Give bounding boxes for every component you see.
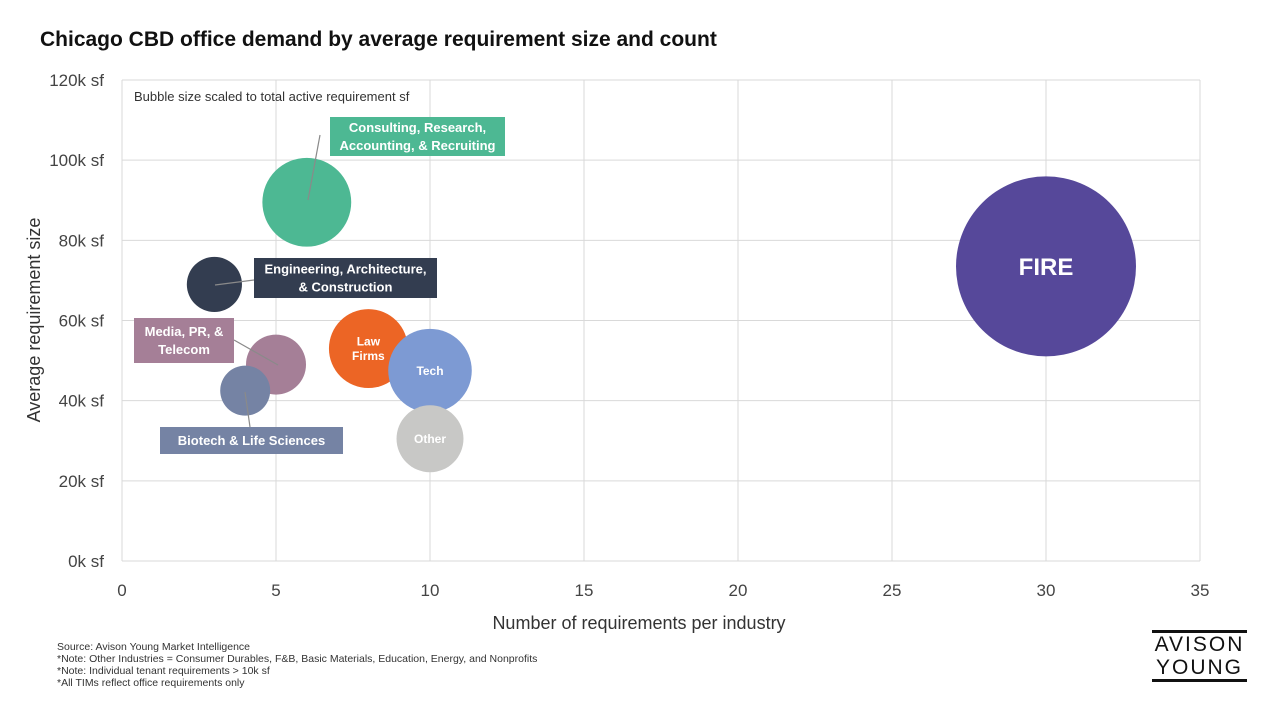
x-axis-label: Number of requirements per industry [492,613,785,633]
bubble-fire [956,176,1136,357]
bubble-law-firms [328,309,408,389]
callout-label: Media, PR, & [145,324,224,339]
bubble-label: FIRE [1019,254,1074,281]
callout-box [160,427,343,454]
footer-note-tims: *All TIMs reflect office requirements on… [57,677,245,689]
callout-labels: Consulting, Research, Accounting, & Recru… [134,117,505,454]
callout-label: & Construction [299,280,393,295]
footer-note-other: *Note: Other Industries = Consumer Durab… [57,653,538,665]
callout-label: Biotech & Life Sciences [178,433,325,448]
y-tick-label: 80k sf [59,231,105,250]
y-axis-ticks: 0k sf 20k sf 40k sf 60k sf 80k sf 100k sf 120k… [49,71,104,571]
y-tick-label: 60k sf [59,312,105,331]
bubble-other [396,405,464,473]
bubble-label: Law [357,335,381,349]
bubble-biotech-life-sciences [220,365,271,416]
bubble-tech [388,328,472,413]
x-tick-label: 15 [575,581,594,600]
bubble-label: Other [414,432,446,446]
callout-label: Telecom [158,342,210,357]
callout-label: Consulting, Research, [349,120,486,135]
y-tick-label: 0k sf [68,552,104,571]
bubble-size-note: Bubble size scaled to total active requi… [134,89,410,104]
bubble-label: Tech [416,364,443,378]
footer-note-size: *Note: Individual tenant requirements > … [57,665,270,677]
x-tick-label: 10 [421,581,440,600]
logo-word-1: AVISON [1154,633,1245,656]
y-tick-label: 100k sf [49,151,104,170]
callout-box [330,117,505,156]
x-tick-label: 20 [729,581,748,600]
y-tick-label: 120k sf [49,71,104,90]
logo-word-2: YOUNG [1155,656,1243,679]
bubble-label: Firms [352,349,385,363]
x-tick-label: 5 [271,581,280,600]
leader-line [214,279,255,286]
x-axis-ticks: 0 5 10 15 20 25 30 35 [117,581,1209,600]
chart-title: Chicago CBD office demand by average req… [40,28,717,51]
callout-label: Accounting, & Recruiting [340,138,496,153]
callout-box [134,318,234,363]
x-tick-label: 35 [1191,581,1210,600]
x-tick-label: 25 [883,581,902,600]
y-axis-label: Average requirement size [24,218,44,423]
avison-young-logo: AVISON YOUNG [1152,630,1247,682]
y-tick-label: 20k sf [59,472,105,491]
bubble-consulting-research-accounting-recruiting [262,157,352,247]
leader-line [233,339,279,366]
x-tick-label: 30 [1037,581,1056,600]
callout-label: Engineering, Architecture, [264,262,426,277]
footer-notes: Source: Avison Young Market Intelligence… [57,641,537,689]
x-tick-label: 0 [117,581,126,600]
leader-line [307,134,321,201]
bubble-engineering-architecture-construction [186,256,242,313]
y-tick-label: 40k sf [59,392,105,411]
footer-source: Source: Avison Young Market Intelligence [57,641,251,653]
callout-box [254,258,437,298]
leader-line [244,391,251,428]
